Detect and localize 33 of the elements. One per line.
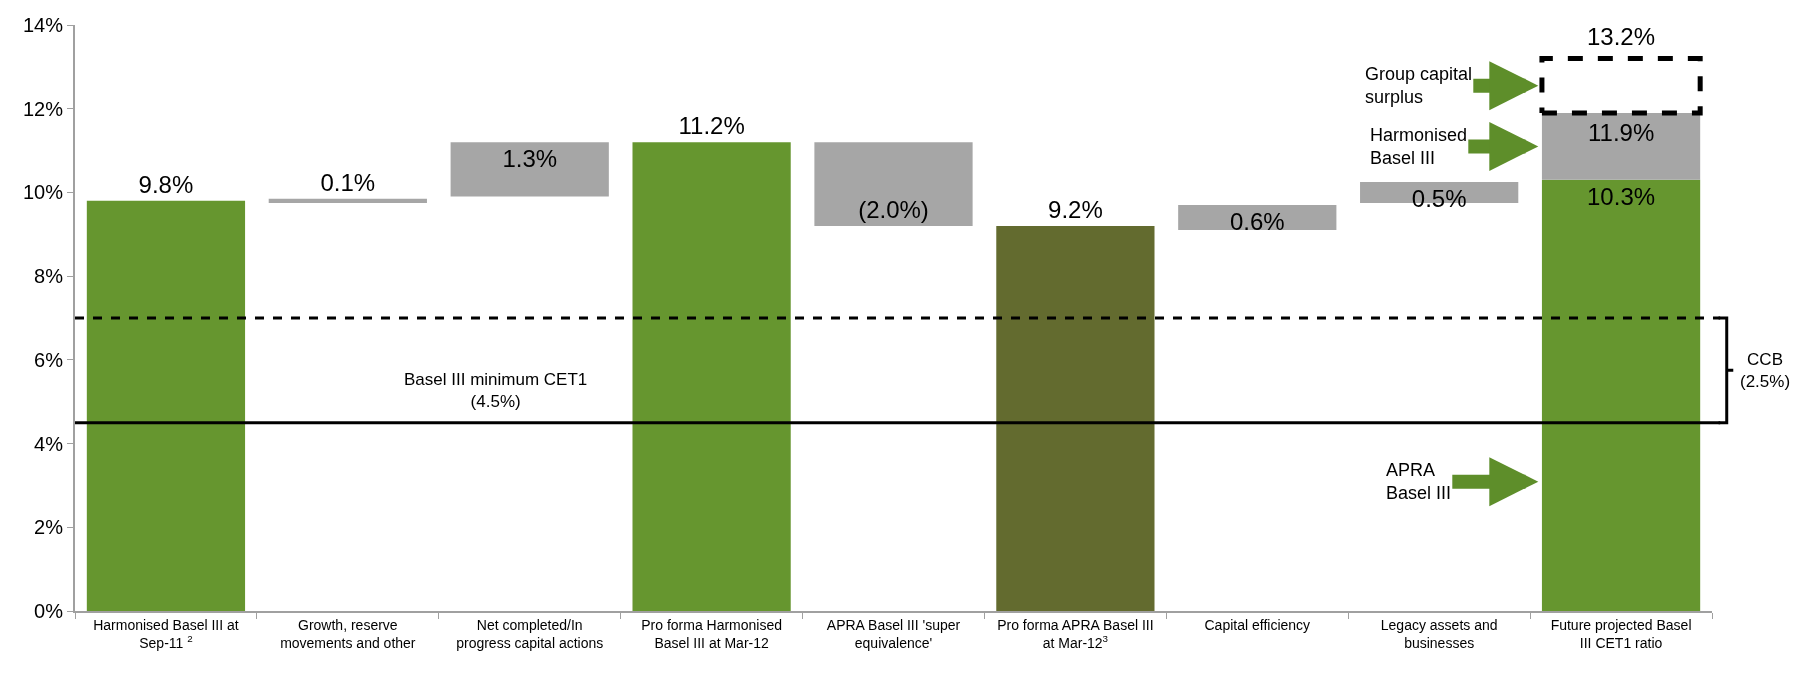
data-label: 9.8% bbox=[138, 170, 194, 198]
annotation: APRA Basel III bbox=[1386, 460, 1452, 504]
data-label: 9.2% bbox=[1048, 195, 1103, 223]
x-tick-label: APRA Basel III 'super equivalence' bbox=[826, 616, 961, 651]
annotation: Harmonised Basel III bbox=[1370, 125, 1468, 169]
data-label: 0.6% bbox=[1229, 207, 1285, 235]
data-label: 0.1% bbox=[320, 168, 376, 196]
y-tick-label: 0% bbox=[34, 600, 64, 622]
x-tick-label: Pro forma APRA Basel III at Mar-12$^{3}$ bbox=[997, 616, 1154, 651]
x-tick-label: Growth, reserve movements and other bbox=[280, 616, 416, 651]
x-tick-label: Net completed/In progress capital actions bbox=[456, 616, 604, 651]
x-tick-label: Future projected Basel III CET1 ratio bbox=[1550, 616, 1692, 651]
annotation: Group capital surplus bbox=[1365, 64, 1473, 108]
data-label: 0.5% bbox=[1411, 184, 1467, 212]
y-tick-label: 12% bbox=[22, 97, 64, 120]
text: CCB (2.5%) bbox=[1740, 350, 1791, 392]
y-tick-label: 10% bbox=[22, 181, 64, 204]
y-tick-label: 14% bbox=[22, 14, 64, 36]
y-tick-label: 6% bbox=[34, 348, 64, 371]
x-tick-label: Capital efficiency bbox=[1204, 616, 1311, 633]
y-tick-label: 2% bbox=[34, 516, 64, 539]
x-tick-label: Pro forma Harmonised Basel III at Mar-12 bbox=[641, 616, 783, 651]
data-label: (2.0%) bbox=[858, 195, 929, 223]
x-tick-label: Legacy assets and businesses bbox=[1380, 616, 1498, 651]
y-tick-label: 4% bbox=[34, 432, 64, 455]
annotation: 13.2% bbox=[1587, 23, 1656, 50]
ref-line-label: Basel III minimum CET1 (4.5%) bbox=[404, 370, 588, 412]
data-label: 1.3% bbox=[502, 145, 558, 173]
x-tick-label: Harmonised Basel III at Sep-11 $^{2}$ bbox=[93, 616, 239, 651]
data-label: 10.3% bbox=[1587, 182, 1656, 210]
y-tick-label: 8% bbox=[34, 265, 64, 288]
annotation: 11.9% bbox=[1588, 119, 1655, 146]
data-label: 11.2% bbox=[678, 112, 745, 140]
